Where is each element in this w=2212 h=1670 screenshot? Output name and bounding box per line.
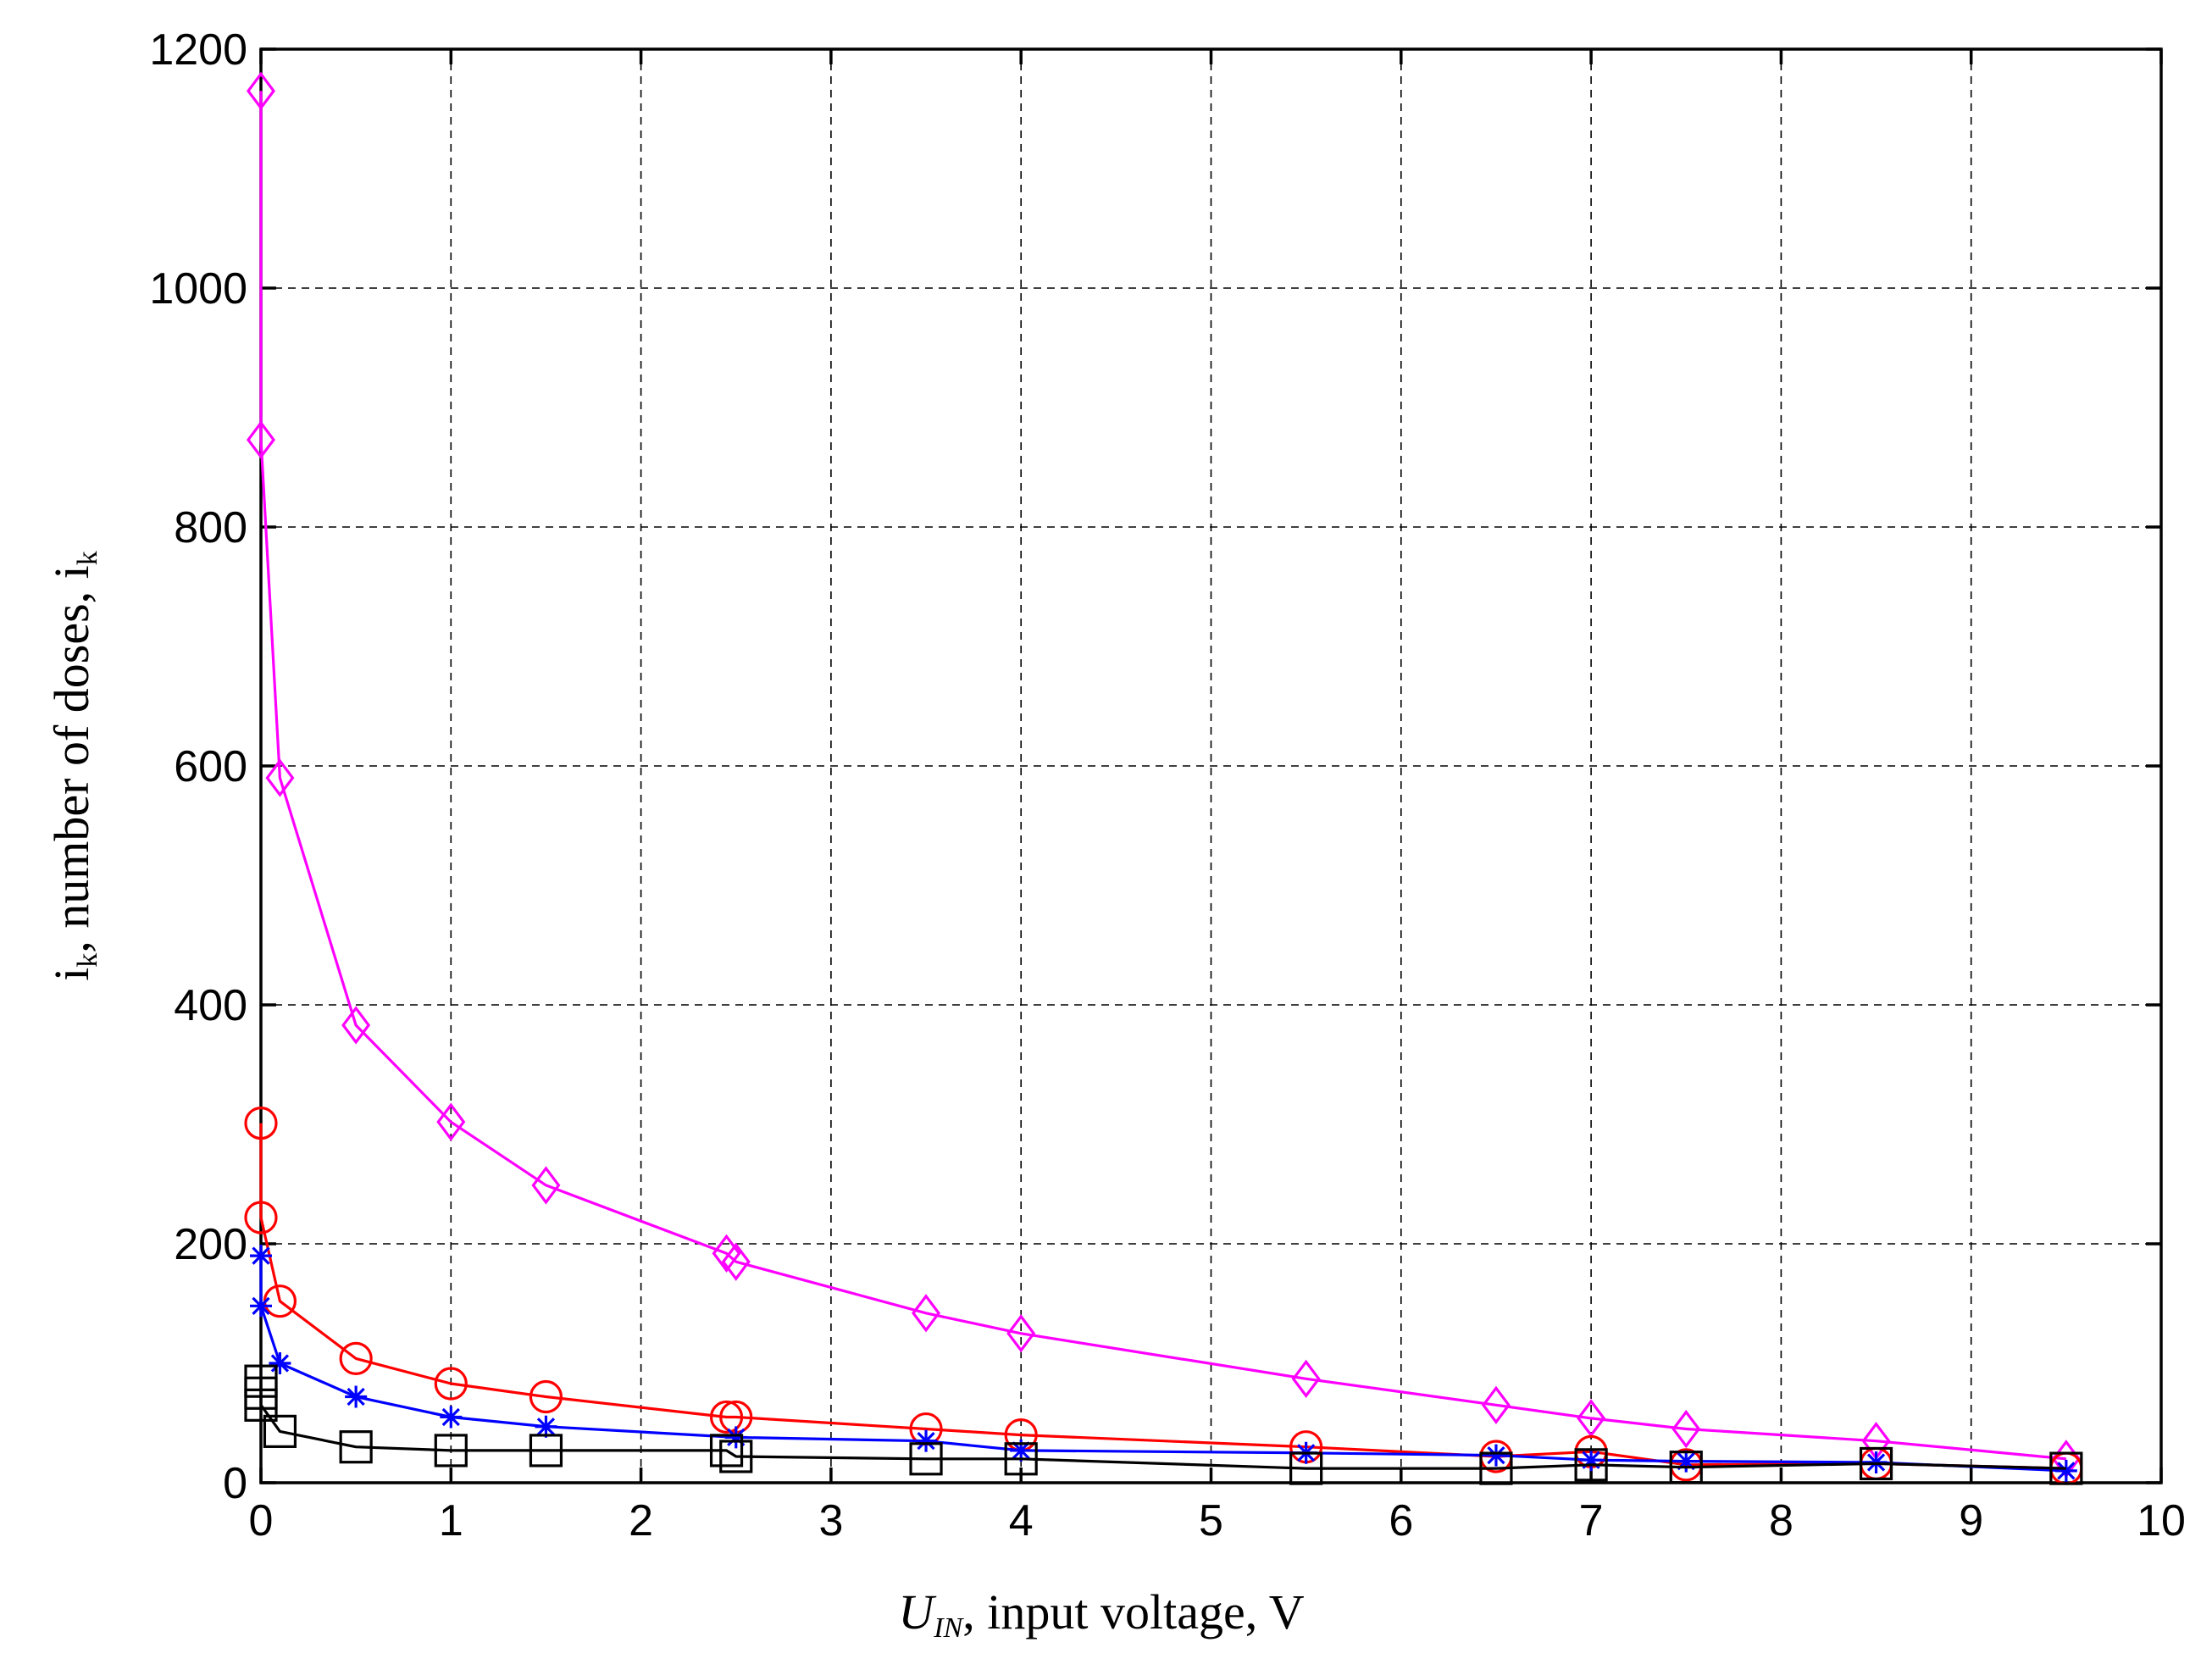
series-line <box>259 91 2066 1461</box>
data-point-diamond <box>912 1294 941 1333</box>
x-tick-label: 0 <box>249 1496 274 1545</box>
x-tick-label: 1 <box>439 1496 463 1545</box>
data-point-diamond <box>247 71 275 111</box>
data-point-asterisk <box>345 1385 368 1408</box>
data-point-circle <box>434 1367 468 1401</box>
series-line <box>259 1381 2066 1470</box>
data-point-square <box>1289 1451 1323 1485</box>
data-point-circle <box>339 1341 373 1375</box>
y-tick-label: 0 <box>223 1459 247 1508</box>
series-square <box>244 1364 2083 1485</box>
x-tick-label: 8 <box>1769 1496 1793 1545</box>
data-point-diamond <box>1291 1359 1321 1398</box>
x-tick-label: 7 <box>1579 1496 1604 1545</box>
data-point-square <box>339 1430 373 1464</box>
data-point-square <box>709 1434 744 1467</box>
data-point-asterisk <box>1675 1450 1698 1473</box>
y-tick-label: 600 <box>174 742 247 791</box>
data-point-diamond <box>341 1006 371 1045</box>
data-point-circle <box>244 1106 278 1140</box>
x-tick-label: 3 <box>818 1496 843 1545</box>
y-tick-label: 200 <box>174 1220 247 1269</box>
data-point-square <box>244 1388 278 1422</box>
y-axis-title: ik, number of doses, ik <box>44 551 103 981</box>
x-tick-label: 4 <box>1009 1496 1034 1545</box>
data-point-asterisk <box>915 1429 938 1452</box>
data-point-asterisk <box>250 1245 272 1268</box>
data-point-diamond <box>247 420 275 459</box>
data-point-diamond <box>1671 1409 1701 1449</box>
y-tick-label: 800 <box>174 503 247 552</box>
data-point-square <box>2049 1451 2083 1485</box>
data-point-square <box>1004 1442 1038 1476</box>
data-point-square <box>263 1414 297 1448</box>
data-point-square <box>529 1434 563 1467</box>
x-tick-label: 2 <box>629 1496 653 1545</box>
data-point-asterisk <box>724 1426 747 1449</box>
data-point-diamond <box>1006 1314 1036 1353</box>
data-point-asterisk <box>535 1415 557 1438</box>
data-point-asterisk <box>440 1406 463 1429</box>
x-tick-labels: 0 1 2 3 4 5 6 7 8 9 10 <box>249 1496 2186 1545</box>
data-point-asterisk <box>1484 1444 1507 1467</box>
data-point-diamond <box>721 1242 751 1281</box>
data-point-square <box>909 1442 943 1476</box>
data-point-square <box>434 1434 468 1467</box>
data-point-square <box>719 1440 753 1473</box>
data-point-diamond <box>436 1102 466 1141</box>
data-point-circle <box>244 1201 278 1234</box>
x-tick-label: 10 <box>2137 1496 2186 1545</box>
x-axis-title: UIN, input voltage, V <box>898 1584 1304 1644</box>
x-tick-label: 5 <box>1199 1496 1223 1545</box>
data-point-asterisk <box>269 1352 291 1374</box>
y-tick-labels: 0 200 400 600 800 1000 1200 <box>149 25 247 1508</box>
data-point-asterisk <box>2054 1459 2077 1482</box>
data-point-square <box>1859 1446 1893 1481</box>
data-point-diamond <box>1481 1385 1511 1425</box>
y-tick-label: 1200 <box>149 25 247 75</box>
data-point-square <box>1479 1451 1513 1485</box>
grid <box>260 48 2162 1484</box>
data-point-circle <box>529 1379 563 1414</box>
data-point-circle <box>709 1400 744 1434</box>
y-tick-label: 400 <box>174 981 247 1030</box>
data-point-diamond <box>531 1166 561 1205</box>
series-line <box>259 1123 2066 1470</box>
x-tick-label: 9 <box>1959 1496 1983 1545</box>
y-tick-label: 1000 <box>149 264 247 313</box>
data-point-asterisk <box>250 1295 272 1318</box>
data-point-square <box>1669 1451 1703 1484</box>
data-point-square <box>1574 1448 1608 1482</box>
series-group <box>244 71 2083 1485</box>
x-tick-label: 6 <box>1389 1496 1413 1545</box>
data-point-asterisk <box>1010 1439 1033 1462</box>
data-point-asterisk <box>1580 1449 1603 1472</box>
data-point-diamond <box>265 758 295 797</box>
